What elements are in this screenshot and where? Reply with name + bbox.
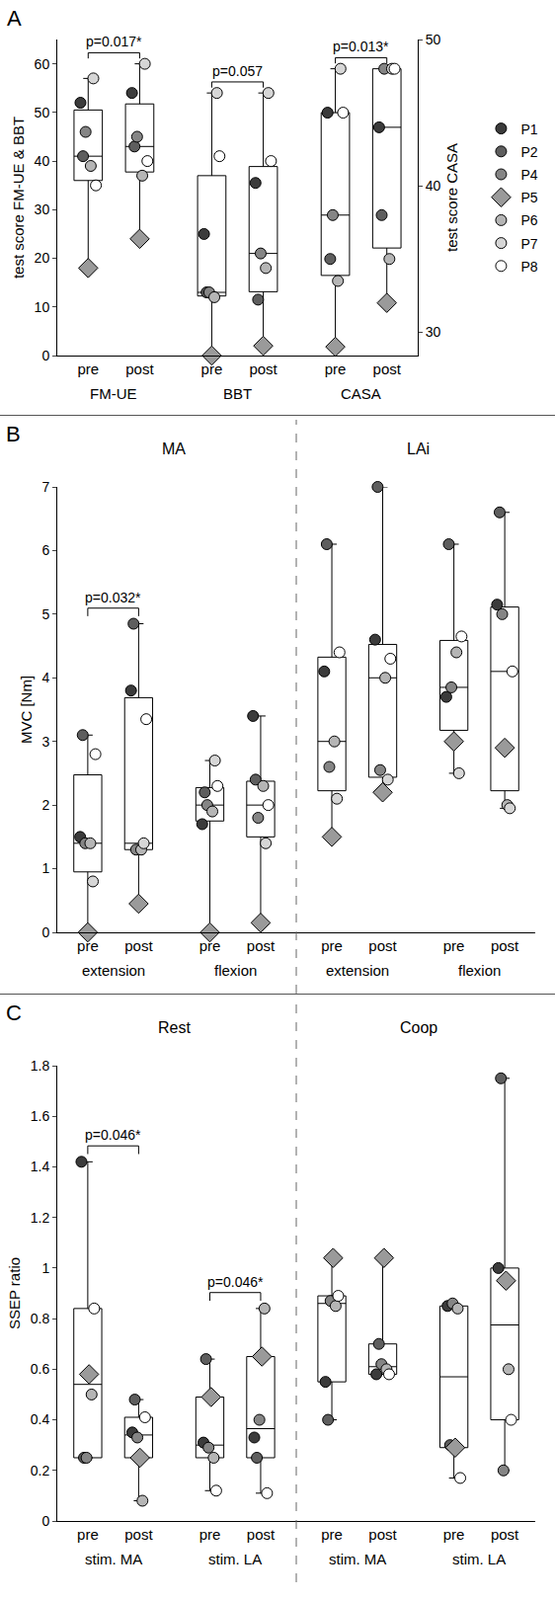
svg-text:1: 1 [41,860,50,876]
svg-text:P2: P2 [520,144,538,160]
svg-text:40: 40 [425,177,442,194]
svg-text:1: 1 [41,1260,50,1276]
svg-text:pre: pre [320,937,343,954]
svg-text:post: post [125,360,155,378]
svg-text:pre: pre [443,937,466,954]
svg-text:5: 5 [41,606,50,623]
svg-text:30: 30 [425,323,442,340]
svg-text:post: post [124,1525,154,1543]
svg-text:pre: pre [199,1525,222,1543]
svg-text:60: 60 [34,56,51,73]
svg-text:P7: P7 [520,236,538,252]
svg-text:post: post [490,1525,520,1543]
svg-text:post: post [368,1525,397,1543]
svg-text:2: 2 [41,796,50,813]
svg-text:pre: pre [77,360,99,378]
svg-text:50: 50 [425,31,442,48]
svg-text:LAi: LAi [406,440,430,458]
svg-text:0: 0 [41,924,50,941]
svg-text:stim. MA: stim. MA [328,1550,387,1568]
svg-text:P8: P8 [520,258,538,275]
svg-text:flexion: flexion [458,961,501,979]
svg-text:test score CASA: test score CASA [443,143,461,252]
svg-text:flexion: flexion [214,961,257,979]
svg-text:p=0.017*: p=0.017* [85,33,143,50]
svg-text:0: 0 [41,347,50,364]
svg-text:1.4: 1.4 [30,1158,51,1175]
svg-text:MA: MA [161,440,186,458]
svg-text:40: 40 [34,153,51,169]
svg-text:post: post [373,360,402,378]
svg-text:pre: pre [77,937,99,954]
svg-text:p=0.032*: p=0.032* [84,589,142,606]
svg-text:extension: extension [325,961,390,979]
svg-text:p=0.046*: p=0.046* [84,1126,142,1143]
svg-text:30: 30 [34,201,51,218]
svg-text:1.2: 1.2 [30,1209,51,1226]
svg-text:Rest: Rest [158,1019,191,1036]
svg-text:stim. LA: stim. LA [452,1550,506,1568]
svg-text:6: 6 [41,542,50,558]
svg-text:p=0.013*: p=0.013* [332,38,390,55]
svg-text:0.4: 0.4 [30,1411,51,1428]
svg-text:post: post [368,937,397,954]
svg-text:post: post [248,360,278,378]
svg-text:p=0.046*: p=0.046* [207,1273,264,1290]
svg-text:0.8: 0.8 [30,1310,51,1327]
svg-text:extension: extension [81,961,146,979]
svg-text:1.8: 1.8 [30,1057,51,1074]
svg-text:10: 10 [34,299,51,316]
svg-text:MVC [Nm]: MVC [Nm] [17,675,35,744]
svg-text:50: 50 [34,104,51,121]
svg-text:pre: pre [320,1525,343,1543]
svg-text:pre: pre [199,937,222,954]
svg-text:stim. MA: stim. MA [84,1550,143,1568]
svg-text:0: 0 [41,1512,50,1529]
svg-text:P4: P4 [520,166,538,183]
svg-text:SSEP ratio: SSEP ratio [5,1257,23,1330]
svg-text:Coop: Coop [399,1019,438,1036]
svg-text:P6: P6 [520,212,538,229]
svg-text:CASA: CASA [340,385,382,402]
svg-text:post: post [124,937,154,954]
svg-text:BBT: BBT [223,385,252,402]
svg-text:A: A [6,5,22,31]
svg-text:20: 20 [34,249,51,266]
svg-text:post: post [246,937,276,954]
svg-text:post: post [246,1525,276,1543]
svg-text:C: C [5,1000,22,1026]
svg-text:3: 3 [41,733,50,750]
svg-text:pre: pre [77,1525,99,1543]
svg-text:test score FM-UE & BBT: test score FM-UE & BBT [9,116,27,279]
svg-text:stim. LA: stim. LA [208,1550,262,1568]
svg-text:B: B [5,421,21,447]
svg-text:pre: pre [324,360,347,378]
svg-text:p=0.057: p=0.057 [212,63,263,80]
svg-text:0.6: 0.6 [30,1360,51,1377]
svg-text:P5: P5 [520,189,538,206]
svg-text:pre: pre [443,1525,466,1543]
svg-text:4: 4 [41,669,50,686]
svg-text:1.6: 1.6 [30,1108,51,1124]
svg-text:FM-UE: FM-UE [89,385,138,402]
svg-text:P1: P1 [520,121,538,138]
svg-text:0.2: 0.2 [30,1462,51,1479]
svg-text:7: 7 [41,478,50,495]
svg-text:post: post [490,937,520,954]
svg-text:pre: pre [201,360,224,378]
